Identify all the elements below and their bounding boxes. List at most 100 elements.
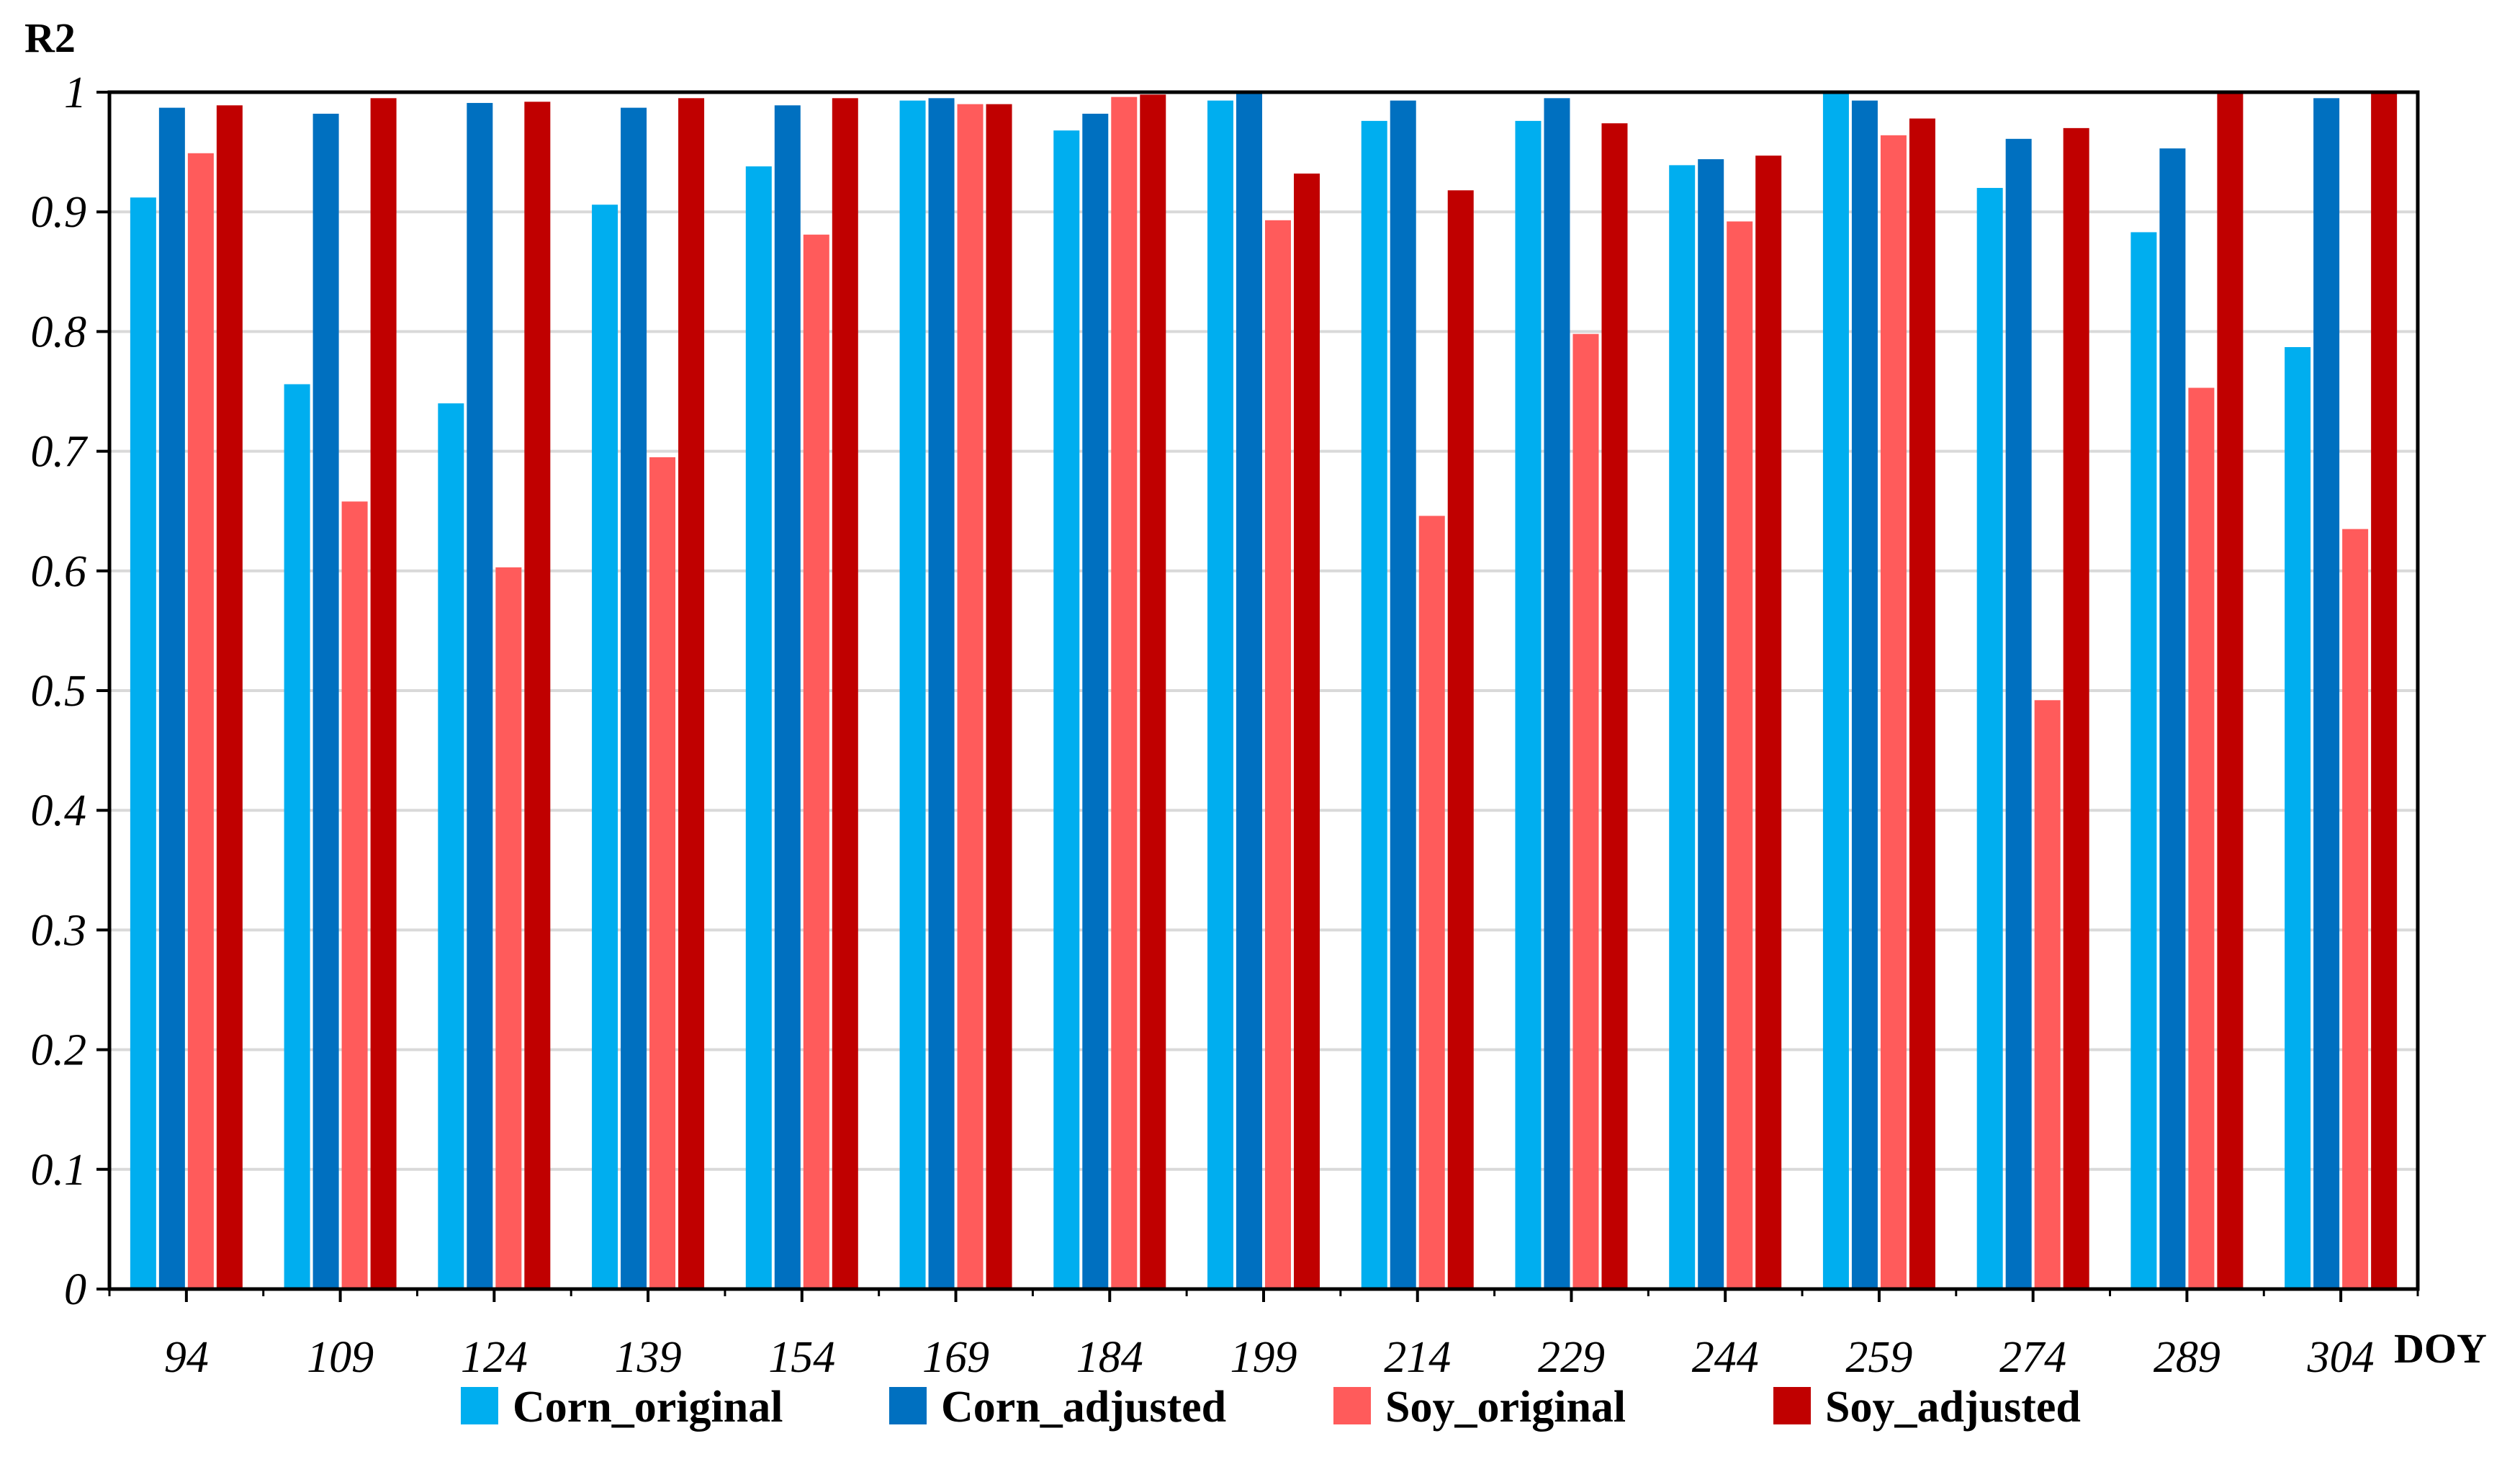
bar-soy-adjusted [1755, 156, 1782, 1290]
y-tick-label: 0.9 [31, 188, 87, 237]
legend-label: Soy_original [1385, 1383, 1626, 1432]
x-tick-label: 229 [1538, 1333, 1605, 1382]
bar-corn-adjusted [774, 105, 801, 1290]
legend-label: Corn_adjusted [941, 1383, 1226, 1432]
plot-frame [107, 90, 2420, 1291]
bar-soy-original [2034, 700, 2061, 1289]
bar-soy-original [2188, 387, 2215, 1290]
bar-corn-original [1361, 120, 1387, 1290]
bar-corn-original [130, 197, 156, 1290]
bar-soy-adjusted [1601, 123, 1628, 1289]
bar-corn-adjusted [312, 113, 339, 1289]
bar-corn-adjusted [158, 107, 185, 1290]
legend: Corn_original Corn_adjusted Soy_original So… [461, 1383, 2081, 1432]
bar-corn-adjusted [2005, 138, 2032, 1289]
bar-corn-original [2130, 232, 2157, 1290]
x-axis-title: DOY [2394, 1325, 2487, 1372]
bar-soy-adjusted [832, 98, 858, 1289]
bar-soy-adjusted [1294, 174, 1320, 1290]
bar-corn-original [1053, 130, 1080, 1290]
bar-soy-original [341, 501, 368, 1289]
bar-soy-adjusted [2371, 93, 2398, 1290]
bar-corn-original [899, 100, 926, 1289]
x-tick-labels: 94 109 124 139 154 169 184 199 214 229 244 259 274 28… [164, 1333, 2375, 1382]
y-tick-label: 0.4 [31, 786, 87, 835]
bars [130, 93, 2398, 1290]
bar-corn-original [745, 166, 772, 1290]
y-tick-label: 0.1 [31, 1146, 87, 1195]
bar-soy-adjusted [524, 102, 551, 1289]
bar-soy-original [649, 457, 676, 1290]
bar-corn-adjusted [1851, 100, 1878, 1289]
bar-soy-adjusted [1140, 94, 1166, 1290]
legend-swatch [461, 1387, 498, 1424]
y-tick-label: 0.8 [31, 307, 87, 356]
bar-soy-original [1111, 96, 1138, 1290]
x-tick-label: 94 [164, 1333, 209, 1382]
bar-corn-original [592, 205, 618, 1289]
bar-corn-original [438, 403, 464, 1289]
bar-corn-adjusted [467, 102, 493, 1289]
bar-corn-original [1515, 120, 1542, 1290]
bar-soy-original [495, 567, 522, 1289]
bar-corn-adjusted [1390, 100, 1416, 1289]
bar-corn-adjusted [1236, 93, 1262, 1290]
bar-soy-original [187, 153, 214, 1290]
x-tick-label: 139 [615, 1333, 682, 1382]
x-tick-label: 244 [1692, 1333, 1759, 1382]
legend-swatch [889, 1387, 927, 1424]
y-tick-label: 0.6 [31, 547, 87, 596]
bar-corn-original [2285, 347, 2311, 1290]
y-tick-label: 1 [64, 68, 86, 117]
bar-corn-original [1822, 93, 1849, 1290]
bar-soy-original [1572, 333, 1599, 1289]
bar-corn-original [284, 384, 310, 1289]
bar-corn-adjusted [2159, 148, 2186, 1289]
legend-swatch [1773, 1387, 1811, 1424]
bar-corn-adjusted [1082, 113, 1109, 1289]
bar-corn-original [1207, 100, 1233, 1289]
x-tick-label: 169 [922, 1333, 989, 1382]
bar-corn-original [1669, 165, 1696, 1290]
y-tick-label: 0.5 [31, 667, 87, 716]
y-tick-label: 0.3 [31, 906, 87, 955]
x-tick-label: 199 [1230, 1333, 1297, 1382]
bar-soy-adjusted [370, 98, 397, 1289]
bar-soy-original [2342, 529, 2369, 1289]
bar-soy-original [1880, 135, 1907, 1289]
bar-soy-adjusted [2217, 93, 2244, 1290]
bar-soy-original [1727, 221, 1753, 1290]
bar-soy-adjusted [1909, 118, 1935, 1290]
x-tick-label: 154 [768, 1333, 835, 1382]
bar-soy-adjusted [2063, 127, 2089, 1290]
x-tick-label: 124 [461, 1333, 528, 1382]
y-axis-title: R2 [24, 14, 76, 61]
axes [96, 90, 2420, 1302]
bar-soy-adjusted [216, 105, 243, 1290]
legend-swatch [1333, 1387, 1371, 1424]
bar-soy-adjusted [1447, 190, 1474, 1290]
bar-soy-original [803, 234, 829, 1289]
bar-soy-original [1418, 516, 1445, 1289]
bar-soy-adjusted [986, 104, 1012, 1289]
y-tick-label: 0.2 [31, 1026, 87, 1075]
y-tick-label: 0.7 [31, 428, 89, 477]
x-tick-label: 304 [2307, 1333, 2375, 1382]
x-tick-label: 184 [1076, 1333, 1143, 1382]
bar-corn-adjusted [928, 98, 955, 1289]
legend-label: Soy_adjusted [1825, 1383, 2081, 1432]
x-tick-label: 289 [2154, 1333, 2220, 1382]
bar-corn-adjusted [2313, 98, 2340, 1289]
bar-corn-original [1976, 187, 2003, 1290]
y-tick-label: 0 [64, 1265, 86, 1314]
bar-corn-adjusted [1544, 98, 1570, 1289]
bar-corn-adjusted [621, 107, 647, 1290]
x-tick-label: 109 [307, 1333, 374, 1382]
bar-soy-adjusted [678, 98, 705, 1289]
bar-soy-original [1265, 220, 1291, 1290]
bar-corn-adjusted [1698, 159, 1724, 1289]
x-tick-label: 259 [1845, 1333, 1912, 1382]
x-tick-label: 214 [1384, 1333, 1451, 1382]
